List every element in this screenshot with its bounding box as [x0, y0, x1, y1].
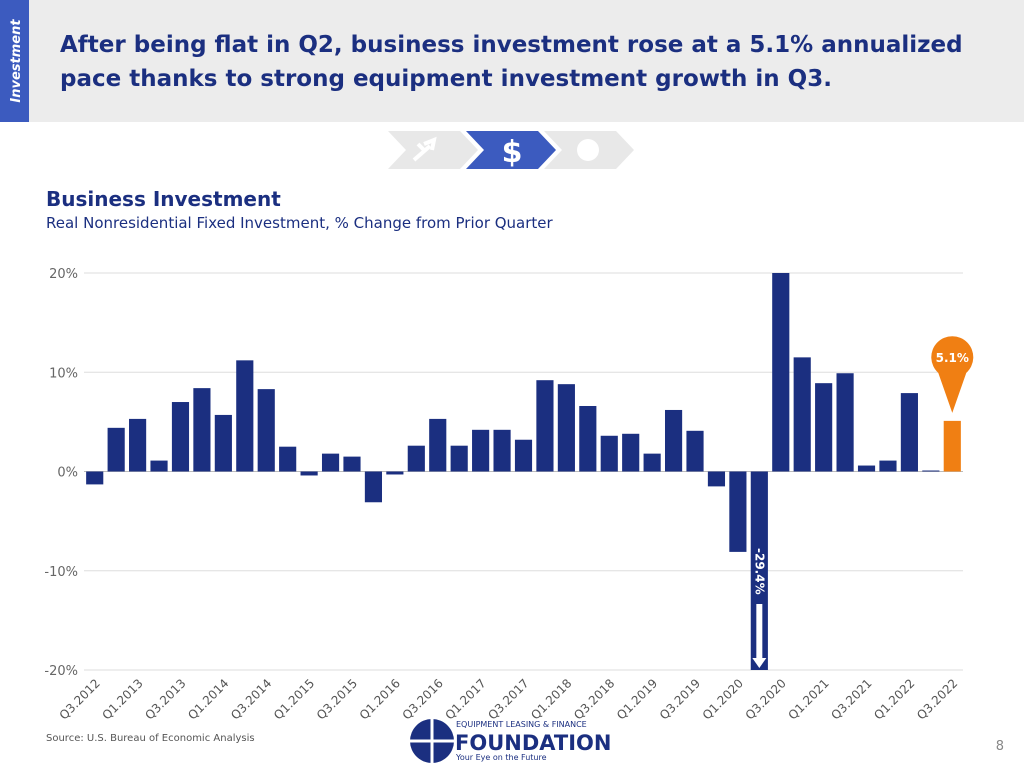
bar [193, 388, 211, 472]
header-band [0, 0, 1024, 122]
slide-title: After being flat in Q2, business investm… [60, 32, 963, 92]
x-tick-label: Q3.2015 [314, 676, 360, 722]
chart-subtitle: Real Nonresidential Fixed Investment, % … [46, 214, 554, 232]
y-tick-label: 20% [49, 267, 78, 282]
y-tick-label: 10% [49, 366, 78, 381]
x-tick-label: Q3.2021 [828, 676, 874, 722]
x-tick-label: Q3.2016 [400, 676, 446, 722]
bar [129, 418, 147, 472]
x-tick-label: Q3.2014 [228, 676, 274, 722]
bar [472, 429, 490, 472]
x-tick-label: Q3.2020 [743, 676, 789, 722]
x-tick-label: Q1.2022 [871, 676, 917, 722]
bar [364, 471, 383, 503]
bar [579, 405, 597, 472]
x-tick-label: Q1.2019 [614, 676, 660, 722]
bar [622, 433, 640, 472]
bar [407, 445, 425, 472]
y-tick-label: 0% [57, 466, 78, 481]
bar [557, 384, 575, 472]
logo-top: EQUIPMENT LEASING & FINANCE [456, 720, 587, 729]
bar [836, 373, 854, 472]
x-tick-label: Q1.2020 [700, 676, 746, 722]
value-label: -29.4% [752, 548, 766, 595]
tab-label: Investment [9, 19, 24, 103]
logo-tagline: Your Eye on the Future [455, 753, 547, 762]
bar [150, 460, 168, 472]
overflow-arrow-shaft [756, 604, 763, 660]
tab [0, 0, 29, 122]
x-tick-label: Q3.2022 [914, 676, 960, 722]
logo: EQUIPMENT LEASING & FINANCE FOUNDATION Y… [410, 719, 611, 763]
bar [107, 427, 125, 472]
y-tick-label: -20% [44, 664, 78, 679]
chart-title: Business Investment [46, 187, 281, 211]
bar [300, 471, 318, 476]
x-tick-label: Q1.2017 [442, 676, 488, 722]
x-tick-label: Q1.2013 [99, 676, 145, 722]
bar [429, 418, 447, 472]
overflow-arrow-head [752, 658, 767, 668]
bar [686, 430, 704, 472]
bar [86, 471, 104, 485]
bar [279, 446, 297, 472]
title-box: After being flat in Q2, business investm… [60, 32, 963, 92]
plot: -20%-10%0%10%20%Q3.2012Q1.2013Q3.2013Q1.… [44, 267, 974, 722]
bar [450, 445, 468, 472]
bar [664, 409, 683, 472]
y-tick-label: -10% [44, 565, 78, 580]
callout-pin [931, 336, 974, 413]
page-number: 8 [996, 739, 1004, 754]
bar [214, 414, 232, 472]
x-tick-label: Q1.2015 [271, 676, 317, 722]
bar [236, 360, 254, 472]
bar [171, 402, 190, 472]
bar [793, 357, 811, 472]
x-tick-label: Q1.2021 [785, 676, 831, 722]
source: Source: U.S. Bureau of Economic Analysis [46, 733, 255, 744]
bar [879, 460, 897, 472]
bar [900, 393, 918, 472]
bar [707, 471, 726, 487]
bar [772, 273, 790, 472]
bar [386, 471, 404, 475]
bar [922, 470, 940, 472]
x-tick-label: Q1.2018 [528, 676, 574, 722]
bar [321, 453, 340, 472]
svg-text:$: $ [502, 135, 523, 170]
nav-arrows: $ [388, 131, 634, 170]
bar [943, 420, 961, 472]
value-label: 5.1% [936, 351, 969, 365]
bar [643, 453, 661, 472]
x-tick-label: Q3.2012 [57, 676, 103, 722]
bar [815, 383, 833, 472]
bar [493, 429, 511, 472]
x-tick-label: Q3.2019 [657, 676, 703, 722]
x-tick-label: Q3.2018 [571, 676, 617, 722]
bar [600, 435, 618, 472]
bar [514, 439, 533, 472]
bar [729, 471, 747, 552]
x-tick-label: Q3.2013 [142, 676, 188, 722]
logo-main: FOUNDATION [455, 731, 611, 755]
x-tick-label: Q1.2016 [357, 676, 403, 722]
bar [857, 465, 876, 472]
x-tick-label: Q1.2014 [185, 676, 231, 722]
bar [257, 389, 275, 472]
x-tick-label: Q3.2017 [485, 676, 531, 722]
bar [536, 380, 554, 472]
bar [750, 471, 768, 670]
bar [343, 456, 361, 472]
